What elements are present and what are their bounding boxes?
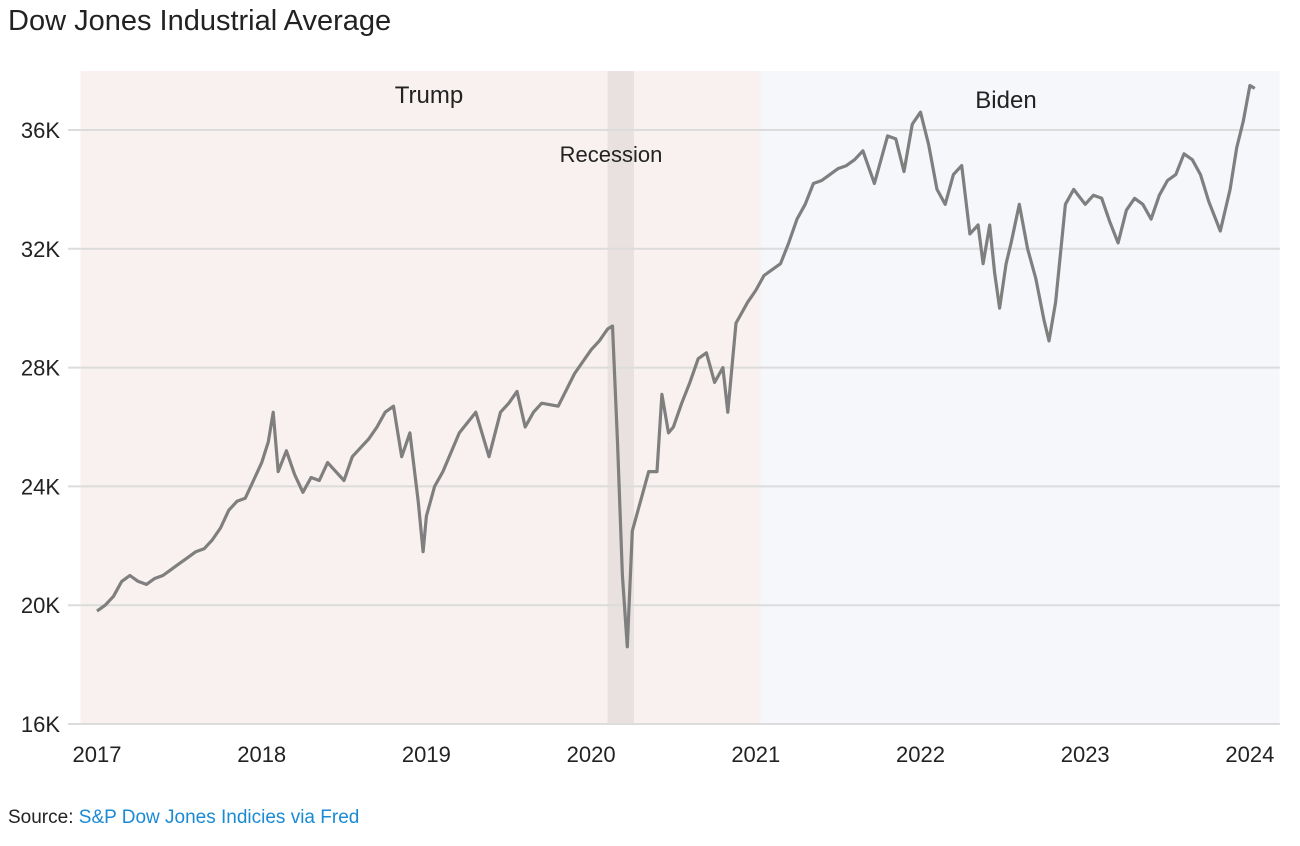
y-tick-label: 28K bbox=[21, 356, 60, 381]
x-tick-label: 2023 bbox=[1061, 742, 1110, 767]
annotation-biden: Biden bbox=[975, 87, 1036, 114]
x-tick-label: 2019 bbox=[402, 742, 451, 767]
source-note: Source: S&P Dow Jones Indicies via Fred bbox=[8, 807, 359, 828]
y-tick-label: 16K bbox=[21, 712, 60, 737]
gridlines bbox=[68, 129, 1280, 725]
y-tick-label: 32K bbox=[21, 237, 60, 262]
y-tick-label: 24K bbox=[21, 474, 60, 499]
x-tick-label: 2021 bbox=[731, 742, 780, 767]
region-trump bbox=[80, 71, 761, 724]
annotation-trump: Trump bbox=[395, 82, 463, 109]
regions bbox=[80, 71, 1280, 724]
y-tick-label: 20K bbox=[21, 593, 60, 618]
source-prefix: Source: bbox=[8, 807, 79, 828]
region-biden bbox=[760, 71, 1280, 724]
annotation-recession: Recession bbox=[560, 142, 663, 167]
x-tick-label: 2024 bbox=[1225, 742, 1274, 767]
y-axis-labels: 16K 20K 24K 28K 32K 36K bbox=[21, 118, 60, 737]
y-tick-label: 36K bbox=[21, 118, 60, 143]
source-link[interactable]: S&P Dow Jones Indicies via Fred bbox=[79, 807, 360, 828]
region-annotations: Trump Biden Recession bbox=[395, 82, 1037, 167]
x-tick-label: 2020 bbox=[567, 742, 616, 767]
region-recession bbox=[607, 71, 634, 724]
x-tick-label: 2017 bbox=[73, 742, 122, 767]
x-tick-label: 2022 bbox=[896, 742, 945, 767]
chart-title: Dow Jones Industrial Average bbox=[8, 5, 391, 37]
series-line-dow bbox=[96, 83, 1256, 649]
x-axis-labels: 2017 2018 2019 2020 2021 2022 2023 2024 bbox=[73, 742, 1275, 767]
x-tick-label: 2018 bbox=[237, 742, 286, 767]
